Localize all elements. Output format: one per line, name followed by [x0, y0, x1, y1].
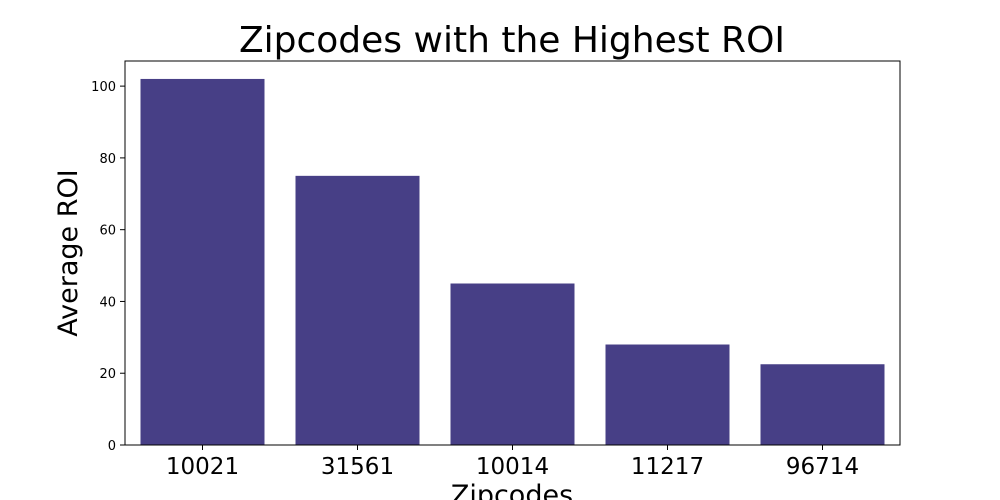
- y-tick-label-40: 40: [99, 295, 116, 310]
- x-axis-ticks: 10021 31561 10014 11217 96714: [166, 445, 859, 480]
- x-tick-label-11217: 11217: [631, 454, 704, 480]
- x-tick-label-10014: 10014: [476, 454, 549, 480]
- x-tick-label-31561: 31561: [321, 454, 394, 480]
- bars-group: [140, 78, 885, 445]
- y-tick-label-100: 100: [91, 80, 116, 95]
- chart-title: Zipcodes with the Highest ROI: [239, 20, 785, 61]
- x-tick-label-96714: 96714: [786, 454, 859, 480]
- bar-31561: [295, 175, 420, 445]
- y-tick-label-20: 20: [99, 367, 116, 382]
- x-tick-label-10021: 10021: [166, 454, 239, 480]
- x-axis-label: Zipcodes: [451, 480, 573, 500]
- y-tick-label-0: 0: [108, 439, 116, 454]
- bar-10014: [450, 283, 575, 445]
- y-axis-label: Average ROI: [53, 169, 84, 336]
- y-tick-label-80: 80: [99, 152, 116, 167]
- y-tick-label-60: 60: [99, 224, 116, 239]
- bar-10021: [140, 78, 265, 445]
- y-axis-ticks: 0 20 40 60 80 100: [91, 80, 125, 454]
- bar-96714: [760, 364, 885, 445]
- bar-11217: [605, 344, 730, 445]
